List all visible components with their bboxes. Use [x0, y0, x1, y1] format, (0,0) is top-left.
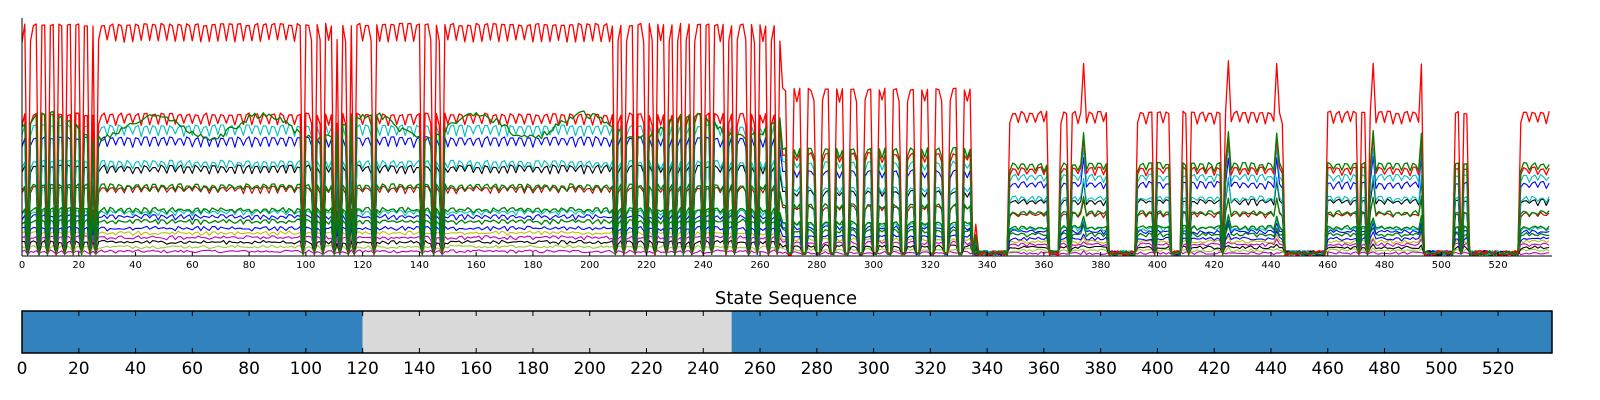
- x-tick-label: 300: [864, 260, 883, 271]
- x-tick-label: 220: [637, 260, 656, 271]
- x-tick-label: 100: [296, 260, 315, 271]
- state-x-tick-label: 260: [744, 359, 776, 379]
- state-x-tick-label: 220: [630, 359, 662, 379]
- x-tick-label: 160: [467, 260, 486, 271]
- state-x-tick-label: 160: [460, 359, 492, 379]
- x-tick-label: 80: [243, 260, 256, 271]
- state-x-tick-label: 280: [801, 359, 833, 379]
- x-tick-label: 400: [1148, 260, 1167, 271]
- state-sequence-title: State Sequence: [715, 288, 857, 309]
- state-x-tick-label: 500: [1425, 359, 1457, 379]
- x-tick-label: 520: [1489, 260, 1508, 271]
- state-x-tick-label: 400: [1141, 359, 1173, 379]
- line-plot-axes: [21, 18, 1552, 257]
- x-tick-label: 320: [921, 260, 940, 271]
- x-tick-label: 40: [129, 260, 142, 271]
- state-x-tick-label: 180: [517, 359, 549, 379]
- x-tick-label: 420: [1205, 260, 1224, 271]
- x-tick-label: 440: [1261, 260, 1280, 271]
- state-x-tick-label: 80: [238, 359, 260, 379]
- series-lines: [21, 22, 1550, 257]
- state-x-tick-label: 420: [1198, 359, 1230, 379]
- state-x-tick-label: 120: [346, 359, 378, 379]
- state-segment: [362, 311, 732, 353]
- state-sequence-axes: [21, 310, 1553, 354]
- x-tick-label: 460: [1318, 260, 1337, 271]
- state-sequence-panel: 0 20 40 60 80 100 120 140 160 180 200 220 240 260 280 3…: [17, 310, 1553, 379]
- state-x-tick-label: 140: [403, 359, 435, 379]
- state-x-tick-label: 20: [68, 359, 90, 379]
- series-line: [21, 159, 1550, 256]
- x-tick-label: 20: [72, 260, 85, 271]
- state-x-tick-label: 380: [1084, 359, 1116, 379]
- state-x-tick-label: 460: [1312, 359, 1344, 379]
- state-x-tick-label: 300: [857, 359, 889, 379]
- x-tick-label: 120: [353, 260, 372, 271]
- state-x-tick-label: 60: [181, 359, 203, 379]
- x-tick-label: 480: [1375, 260, 1394, 271]
- series-line: [21, 110, 1550, 256]
- x-tick-label: 360: [1034, 260, 1053, 271]
- state-segment: [22, 311, 363, 353]
- state-x-tick-label: 40: [125, 359, 147, 379]
- state-x-tick-label: 200: [573, 359, 605, 379]
- state-x-tick-label: 340: [971, 359, 1003, 379]
- state-x-tick-label: 320: [914, 359, 946, 379]
- series-line: [21, 22, 1550, 256]
- line-plot-xticks: 0 20 40 60 80 100 120 140 160 180 200 220 240 260 280 3…: [19, 252, 1508, 271]
- x-tick-label: 180: [523, 260, 542, 271]
- x-tick-label: 260: [750, 260, 769, 271]
- state-x-tick-label: 520: [1482, 359, 1514, 379]
- state-sequence-frame: [21, 310, 1553, 354]
- state-sequence-xticks: 0 20 40 60 80 100 120 140 160 180 200 220 240 260 280 3…: [17, 311, 1514, 379]
- x-tick-label: 500: [1432, 260, 1451, 271]
- x-tick-label: 280: [807, 260, 826, 271]
- state-x-tick-label: 440: [1255, 359, 1287, 379]
- state-x-tick-label: 100: [290, 359, 322, 379]
- x-tick-label: 140: [410, 260, 429, 271]
- x-tick-label: 340: [978, 260, 997, 271]
- state-x-tick-label: 240: [687, 359, 719, 379]
- x-tick-label: 60: [186, 260, 199, 271]
- x-tick-label: 200: [580, 260, 599, 271]
- state-segments: [22, 311, 1552, 353]
- x-tick-label: 240: [694, 260, 713, 271]
- state-x-tick-label: 360: [1028, 359, 1060, 379]
- state-x-tick-label: 480: [1368, 359, 1400, 379]
- state-segment: [731, 311, 1552, 353]
- line-plot-panel: 0 20 40 60 80 100 120 140 160 180 200 220 240 260 280 3…: [19, 18, 1552, 271]
- x-tick-label: 0: [19, 260, 25, 271]
- x-tick-label: 380: [1091, 260, 1110, 271]
- state-x-tick-label: 0: [17, 359, 28, 379]
